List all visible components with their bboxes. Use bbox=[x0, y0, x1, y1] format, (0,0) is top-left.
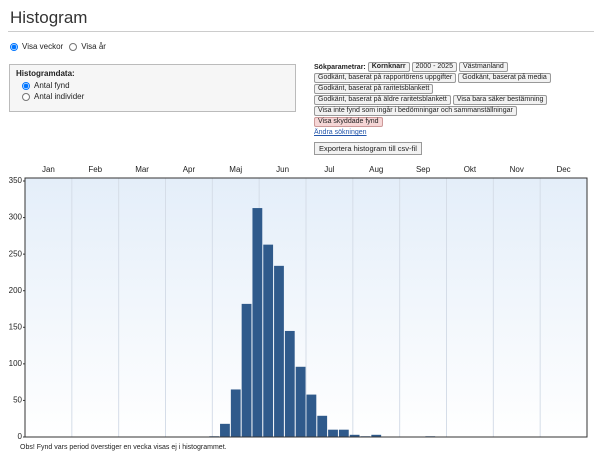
month-label: Apr bbox=[183, 165, 196, 174]
radio-button[interactable] bbox=[69, 42, 78, 51]
bar bbox=[241, 303, 252, 437]
radio-label: Antal fynd bbox=[34, 81, 70, 90]
month-label: Jan bbox=[42, 165, 55, 174]
tag-row: Godkänt, baserat på äldre raritetsblanke… bbox=[314, 95, 594, 105]
radio-button[interactable] bbox=[22, 81, 30, 90]
y-tick-label: 50 bbox=[13, 396, 22, 405]
search-tag: Visa skyddade fynd bbox=[314, 117, 383, 127]
y-tick-label: 300 bbox=[9, 213, 23, 222]
tag-row: Godkänt, baserat på rapportörens uppgift… bbox=[314, 73, 594, 83]
tag-row: Visa skyddade fynd bbox=[314, 117, 594, 127]
month-label: Okt bbox=[464, 165, 477, 174]
bar bbox=[371, 434, 382, 437]
radio-button[interactable] bbox=[10, 42, 18, 51]
export-button[interactable]: Exportera histogram till csv-fil bbox=[314, 142, 422, 155]
bar bbox=[338, 429, 349, 437]
month-label: Aug bbox=[369, 165, 383, 174]
search-tag: Visa inte fynd som ingår i bedömningar o… bbox=[314, 106, 517, 116]
month-label: Feb bbox=[88, 165, 102, 174]
search-tag: Kornknarr bbox=[367, 62, 410, 72]
search-tag: Godkänt, baserat på äldre raritetsblanke… bbox=[314, 95, 451, 105]
bar bbox=[328, 429, 338, 437]
bar bbox=[274, 265, 284, 437]
radio-option[interactable]: Visa år bbox=[69, 42, 106, 51]
y-tick-label: 250 bbox=[9, 249, 23, 258]
search-tag: Godkänt, baserat på raritetsblankett bbox=[314, 84, 434, 94]
search-tag: Godkänt, baserat på rapportörens uppgift… bbox=[314, 73, 457, 83]
radio-option[interactable]: Visa veckor bbox=[10, 42, 63, 51]
tag-row: Sökparametrar: Kornknarr 2000 - 2025 Västma… bbox=[314, 62, 594, 72]
view-options: Visa veckor Visa år bbox=[10, 42, 106, 51]
bar bbox=[252, 208, 263, 437]
title-rule bbox=[8, 31, 594, 32]
change-search-link[interactable]: Ändra sökningen bbox=[314, 129, 367, 136]
month-label: Jun bbox=[276, 165, 289, 174]
histogram-data-box: Histogramdata: Antal fynd Antal individer bbox=[9, 64, 296, 112]
radio-label: Visa år bbox=[81, 42, 106, 51]
footnote: Obs! Fynd vars period överstiger en veck… bbox=[20, 444, 227, 451]
bar bbox=[317, 415, 328, 437]
search-label: Sökparametrar: bbox=[314, 63, 366, 71]
radio-label: Visa veckor bbox=[22, 42, 64, 51]
bar bbox=[220, 423, 230, 437]
month-label: Dec bbox=[556, 165, 570, 174]
search-tag: 2000 - 2025 bbox=[411, 62, 457, 72]
plot-border bbox=[24, 177, 588, 438]
box-title: Histogramdata: bbox=[16, 69, 75, 78]
y-tick-label: 0 bbox=[18, 432, 23, 441]
chart: Jan Feb Mar Apr Maj Jun Jul Aug Sep Okt Nov Dec 0 50 1… bbox=[9, 165, 588, 441]
box-options: Antal fynd Antal individer bbox=[16, 81, 289, 101]
radio-option[interactable]: Antal fynd bbox=[22, 81, 289, 90]
bar bbox=[349, 434, 360, 437]
month-label: Maj bbox=[229, 165, 242, 174]
search-tag: Västmanland bbox=[458, 62, 508, 72]
bar bbox=[306, 394, 317, 437]
tag-row: Godkänt, baserat på raritetsblankett bbox=[314, 84, 594, 94]
month-label: Mar bbox=[135, 165, 149, 174]
y-tick-label: 150 bbox=[9, 322, 23, 331]
search-parameters: Sökparametrar: Kornknarr 2000 - 2025 Västma… bbox=[314, 62, 594, 155]
bar bbox=[295, 366, 306, 437]
y-tick-label: 350 bbox=[9, 176, 23, 185]
month-label: Sep bbox=[416, 165, 431, 174]
radio-option[interactable]: Antal individer bbox=[22, 92, 289, 101]
y-tick-label: 200 bbox=[9, 286, 23, 295]
radio-label: Antal individer bbox=[34, 92, 85, 101]
y-tick-label: 100 bbox=[9, 359, 23, 368]
bar bbox=[230, 389, 241, 437]
month-label: Nov bbox=[510, 165, 524, 174]
search-tag: Godkänt, baserat på media bbox=[458, 73, 551, 83]
radio-button[interactable] bbox=[22, 92, 30, 101]
bar bbox=[263, 244, 274, 437]
search-tag: Visa bara säker bestämning bbox=[452, 95, 548, 105]
tag-row: Visa inte fynd som ingår i bedömningar o… bbox=[314, 106, 594, 116]
month-label: Jul bbox=[324, 165, 334, 174]
bar bbox=[284, 330, 295, 437]
page-title: Histogram bbox=[10, 8, 88, 27]
